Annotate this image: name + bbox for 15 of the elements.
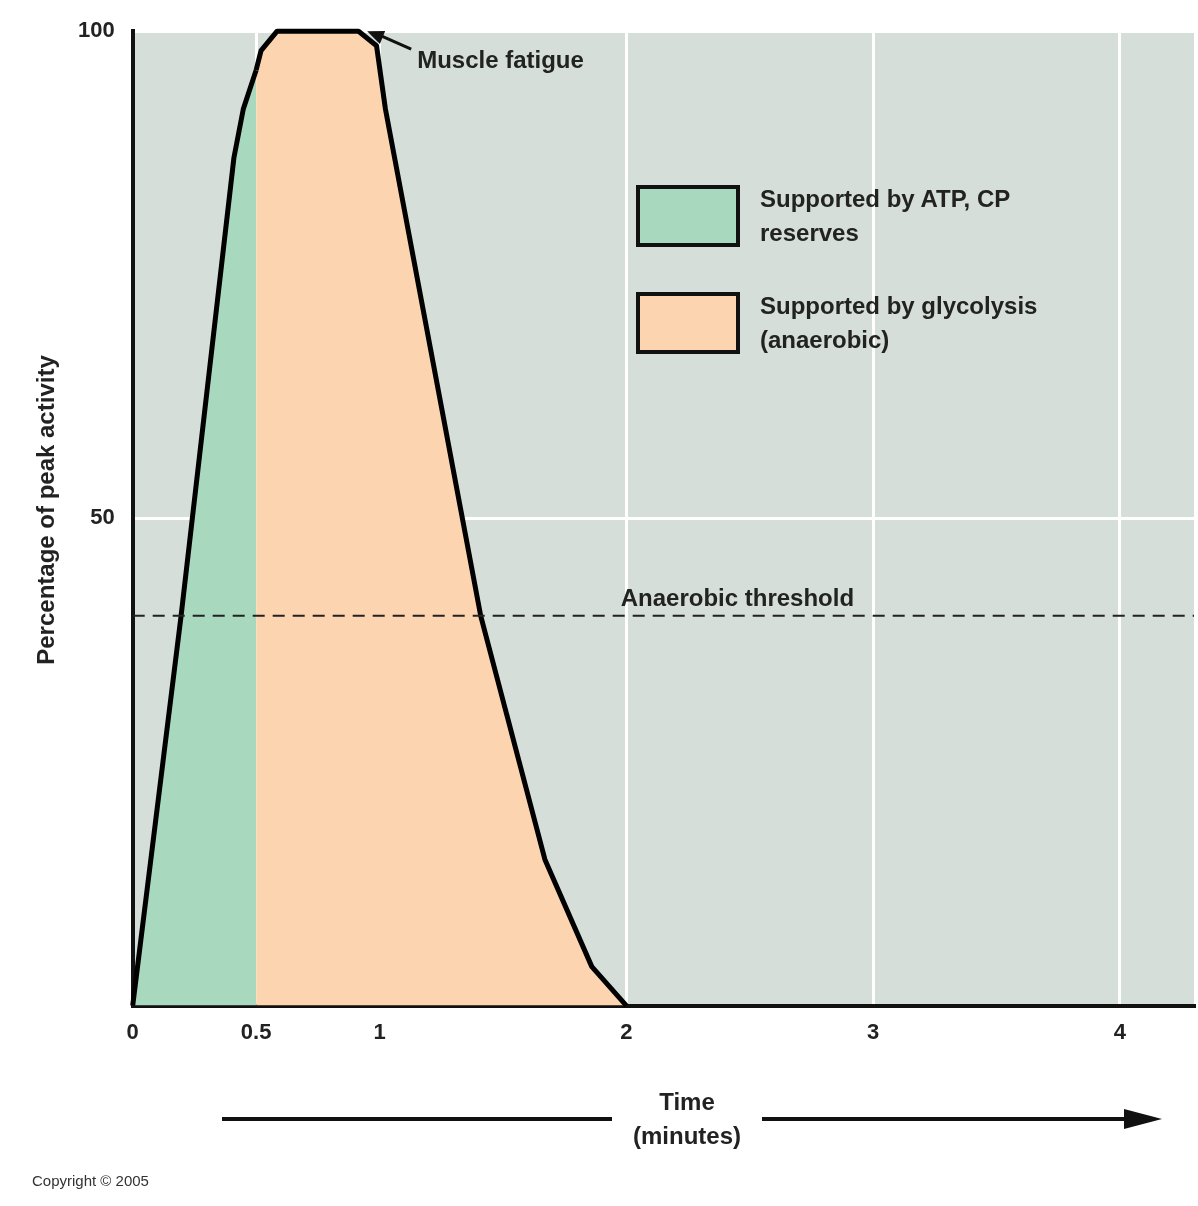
annotation: Muscle fatigue (417, 45, 584, 73)
text: Supported by ATP, CP reserves (760, 184, 1011, 248)
x-tick-label: 1 (373, 1018, 386, 1044)
y-axis-title: Percentage of peak activity (32, 355, 60, 665)
x-axis-title: Time (minutes) (632, 1087, 742, 1151)
text: Copyright © 2005 (32, 1172, 149, 1189)
y-tick-label: 100 (77, 17, 115, 43)
x-tick-label: 4 (1113, 1018, 1127, 1044)
y-tick-label: 50 (90, 504, 115, 530)
x-tick-label: 2 (620, 1018, 633, 1044)
x-tick-label: 0 (126, 1018, 139, 1044)
x-tick-label: 3 (867, 1018, 880, 1044)
text: Supported by glycolysis (anaerobic) (760, 291, 1039, 355)
x-tick-label: 0.5 (240, 1018, 272, 1044)
ref-line-label: Anaerobic threshold (620, 584, 855, 612)
